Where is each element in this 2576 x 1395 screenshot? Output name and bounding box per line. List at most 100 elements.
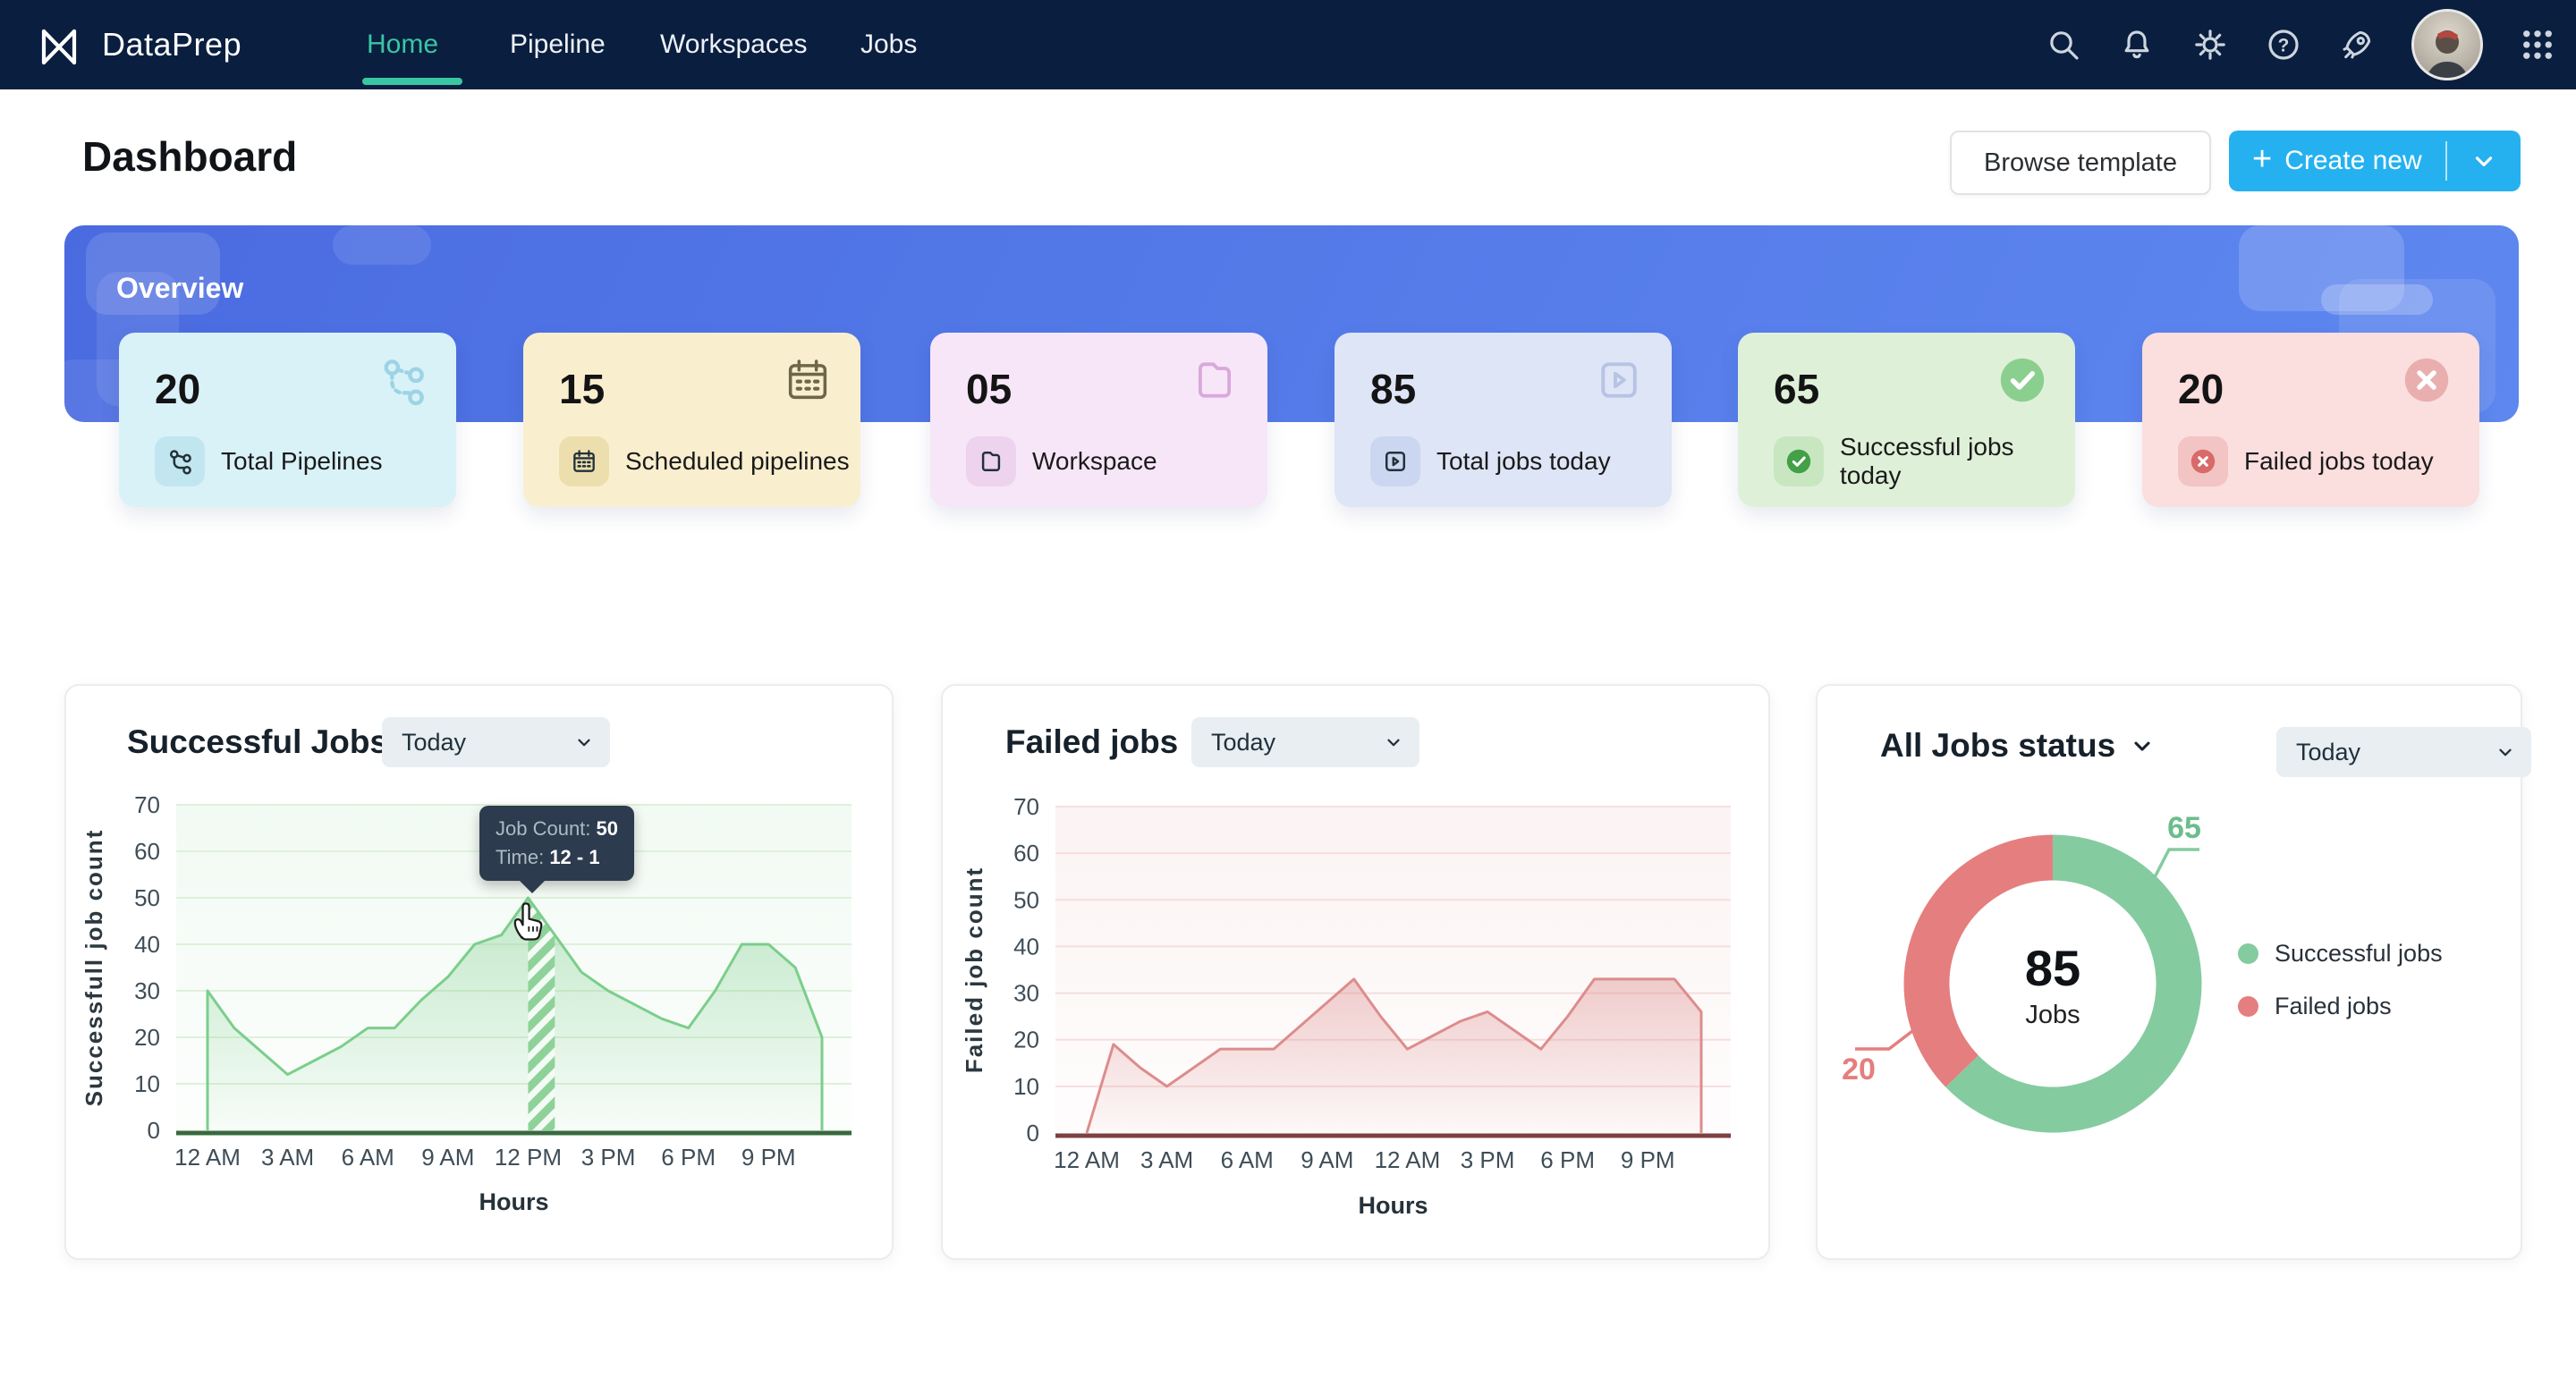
svg-text:12 AM: 12 AM bbox=[1054, 1146, 1120, 1173]
stat-card-workspace[interactable]: 05 Workspace bbox=[930, 333, 1267, 507]
chevron-down-icon bbox=[1387, 739, 1400, 747]
total-jobs-value: 85 bbox=[2024, 940, 2081, 996]
failed-jobs-range-select[interactable]: Today bbox=[1191, 717, 1419, 767]
stat-value: 20 bbox=[155, 366, 201, 412]
tab-jobs[interactable]: Jobs bbox=[860, 30, 918, 59]
svg-text:20: 20 bbox=[134, 1024, 160, 1051]
brand[interactable]: DataPrep bbox=[36, 0, 242, 89]
stat-chip bbox=[966, 436, 1016, 486]
failed-jobs-area-chart: 0 10 20 30 40 50 60 70 12 AM 3 AM 6 AM 9 AM 12 AM 3 P… bbox=[961, 793, 1731, 1219]
all-jobs-status-panel: 65 20 All Jobs status Today 85 Jobs Succe… bbox=[1816, 684, 2531, 1260]
legend-label: Successful jobs bbox=[2275, 940, 2443, 967]
stat-value: 15 bbox=[559, 366, 606, 412]
chevron-down-icon bbox=[2499, 748, 2512, 757]
legend-item-failed[interactable]: Failed jobs bbox=[2238, 993, 2443, 1020]
stat-chip bbox=[559, 436, 609, 486]
tab-home[interactable]: Home bbox=[367, 30, 439, 59]
plus-icon: + bbox=[2252, 140, 2273, 178]
job-play-icon bbox=[1593, 354, 1645, 410]
successful-jobs-range-select[interactable]: Today bbox=[382, 717, 610, 767]
bell-icon[interactable] bbox=[2118, 26, 2156, 63]
svg-text:Hours: Hours bbox=[479, 1188, 548, 1215]
range-value: Today bbox=[2296, 738, 2361, 765]
search-icon[interactable] bbox=[2045, 26, 2082, 63]
all-jobs-donut-chart: 65 20 bbox=[1842, 811, 2202, 1133]
browse-template-button[interactable]: Browse template bbox=[1950, 131, 2211, 195]
stat-label: Scheduled pipelines bbox=[625, 447, 850, 475]
folder-icon bbox=[1189, 354, 1241, 410]
total-jobs-label: Jobs bbox=[2025, 1001, 2080, 1029]
top-nav: DataPrep Home Pipeline Workspaces Jobs bbox=[0, 0, 2576, 89]
all-jobs-status-selector[interactable]: All Jobs status bbox=[1880, 727, 2155, 765]
svg-text:9 PM: 9 PM bbox=[1621, 1146, 1675, 1173]
nav-actions: ? bbox=[2045, 0, 2556, 89]
failed-jobs-panel: 0 10 20 30 40 50 60 70 12 AM 3 AM 6 AM 9 AM 12 AM 3 P… bbox=[941, 684, 1770, 1260]
stat-chip bbox=[155, 436, 205, 486]
all-jobs-range-select[interactable]: Today bbox=[2276, 727, 2531, 777]
check-circle-icon bbox=[1996, 354, 2048, 410]
tab-pipeline[interactable]: Pipeline bbox=[510, 30, 606, 59]
stat-value: 20 bbox=[2178, 366, 2224, 412]
svg-text:70: 70 bbox=[1013, 793, 1039, 820]
svg-text:3 AM: 3 AM bbox=[261, 1144, 314, 1171]
page-title: Dashboard bbox=[82, 133, 298, 180]
range-value: Today bbox=[1211, 728, 1276, 756]
chart-tooltip: Job Count: 50 Time: 12 - 1 bbox=[479, 806, 635, 893]
svg-text:30: 30 bbox=[1013, 980, 1039, 1007]
svg-text:3 AM: 3 AM bbox=[1140, 1146, 1193, 1173]
chart-title: Failed jobs bbox=[1005, 723, 1179, 760]
create-new-label: Create new bbox=[2284, 146, 2422, 175]
svg-text:40: 40 bbox=[134, 931, 160, 958]
stat-chip bbox=[1774, 436, 1824, 486]
dataprep-logo-icon bbox=[36, 17, 82, 73]
stat-card-failed-jobs-today[interactable]: 20 Failed jobs today bbox=[2142, 333, 2479, 507]
svg-text:40: 40 bbox=[1013, 933, 1039, 960]
tab-workspaces[interactable]: Workspaces bbox=[660, 30, 808, 59]
legend-dot bbox=[2238, 943, 2258, 964]
rocket-icon[interactable] bbox=[2338, 26, 2376, 63]
stat-card-total-pipelines[interactable]: 20 Total Pipelines bbox=[119, 333, 456, 507]
donut-legend: Successful jobs Failed jobs bbox=[2238, 940, 2443, 1020]
svg-text:9 PM: 9 PM bbox=[741, 1144, 796, 1171]
svg-text:50: 50 bbox=[134, 884, 160, 911]
button-divider bbox=[2445, 141, 2447, 181]
chevron-down-icon bbox=[2134, 741, 2150, 751]
svg-text:12 AM: 12 AM bbox=[174, 1144, 241, 1171]
x-circle-icon bbox=[2401, 354, 2453, 410]
svg-text:10: 10 bbox=[1013, 1073, 1039, 1100]
user-avatar[interactable] bbox=[2411, 9, 2483, 80]
legend-item-successful[interactable]: Successful jobs bbox=[2238, 940, 2443, 968]
settings-gear-icon[interactable] bbox=[2191, 26, 2229, 63]
svg-text:3 PM: 3 PM bbox=[581, 1144, 636, 1171]
svg-text:12 AM: 12 AM bbox=[1375, 1146, 1441, 1173]
stat-card-scheduled-pipelines[interactable]: 15 Scheduled pipelines bbox=[523, 333, 860, 507]
tooltip-value: 12 - 1 bbox=[549, 846, 600, 868]
svg-text:0: 0 bbox=[1027, 1120, 1039, 1146]
help-icon[interactable]: ? bbox=[2265, 26, 2302, 63]
stat-card-total-jobs-today[interactable]: 85 Total jobs today bbox=[1335, 333, 1672, 507]
donut-center-total: 85 Jobs bbox=[1963, 942, 2142, 1030]
svg-text:?: ? bbox=[2278, 36, 2290, 56]
svg-text:30: 30 bbox=[134, 977, 160, 1004]
brand-name: DataPrep bbox=[102, 26, 242, 63]
svg-text:6 PM: 6 PM bbox=[661, 1144, 716, 1171]
active-tab-underline bbox=[362, 78, 462, 85]
stat-chip bbox=[2178, 436, 2228, 486]
calendar-icon bbox=[782, 354, 834, 410]
apps-grid-icon[interactable] bbox=[2519, 26, 2556, 63]
create-new-button[interactable]: + Create new bbox=[2229, 131, 2521, 191]
tooltip-label: Job Count: bbox=[496, 817, 591, 840]
svg-text:10: 10 bbox=[134, 1070, 160, 1097]
overview-title: Overview bbox=[116, 272, 244, 304]
svg-text:70: 70 bbox=[134, 791, 160, 818]
stat-label: Successful jobs today bbox=[1840, 433, 2014, 489]
stat-card-successful-jobs-today[interactable]: 65 Successful jobs today bbox=[1738, 333, 2075, 507]
svg-text:60: 60 bbox=[1013, 840, 1039, 867]
svg-text:65: 65 bbox=[2167, 811, 2201, 845]
svg-text:20: 20 bbox=[1013, 1027, 1039, 1053]
stat-chip bbox=[1370, 436, 1420, 486]
chevron-down-icon[interactable] bbox=[2470, 148, 2497, 174]
svg-text:Failed job count: Failed job count bbox=[961, 867, 987, 1073]
pipeline-branch-icon bbox=[376, 354, 429, 412]
